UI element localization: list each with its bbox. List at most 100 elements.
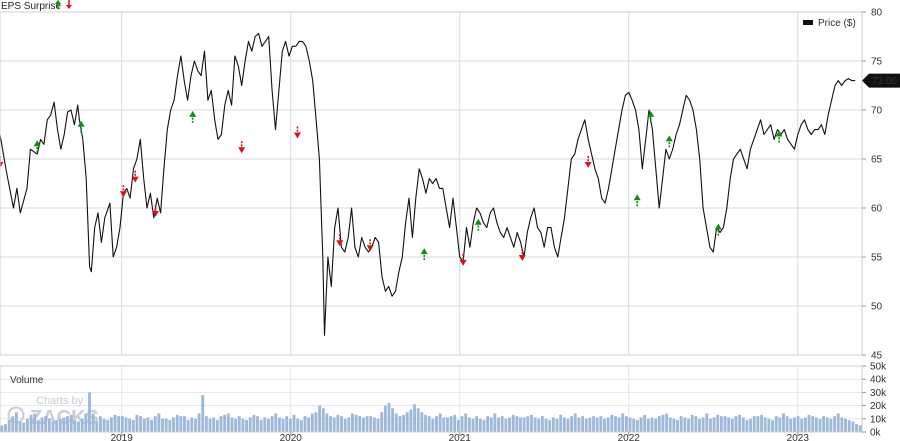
volume-bar: [818, 418, 822, 432]
volume-bar: [855, 424, 858, 432]
volume-bar: [73, 420, 77, 432]
volume-bar: [614, 416, 617, 432]
volume-bar: [259, 420, 263, 432]
volume-bar: [526, 416, 530, 432]
price-tick-label: 80: [871, 8, 883, 19]
volume-bar: [0, 425, 4, 432]
volume-bar: [164, 418, 168, 432]
volume-bar: [62, 417, 66, 432]
volume-bar: [4, 424, 7, 432]
volume-bar: [7, 420, 11, 432]
volume-bar: [595, 417, 599, 432]
volume-bar: [321, 408, 325, 432]
volume-bar: [778, 417, 782, 432]
volume-bar: [168, 420, 172, 432]
volume-bar: [383, 405, 387, 432]
eps-beat-up-arrow-icon: [775, 130, 783, 137]
eps-miss-down-arrow-icon: [293, 132, 301, 139]
volume-bar: [369, 416, 373, 432]
price-line: [0, 33, 856, 336]
volume-bar: [738, 414, 742, 432]
volume-bar: [343, 418, 347, 432]
volume-bar: [486, 416, 490, 432]
volume-bar: [69, 414, 73, 432]
eps-miss-down-arrow-icon: [151, 210, 159, 217]
volume-bar: [478, 418, 482, 432]
legend: Price ($): [803, 18, 856, 29]
volume-bar: [274, 413, 278, 432]
volume-bar: [581, 416, 585, 432]
volume-bar: [25, 418, 29, 432]
price-tick-label: 50: [871, 302, 883, 313]
volume-bar: [814, 417, 818, 432]
last-price-tag: 73.00: [862, 73, 900, 88]
volume-bar: [668, 417, 672, 432]
volume-bar: [117, 416, 121, 432]
volume-bar: [51, 421, 55, 432]
volume-bar: [632, 418, 636, 432]
volume-bar: [694, 416, 698, 432]
volume-bar: [58, 418, 62, 432]
volume-bar: [540, 416, 544, 432]
volume-bar: [471, 418, 475, 432]
volume-bar: [548, 420, 552, 432]
volume-bar: [493, 413, 497, 432]
eps-beat-up-arrow-icon: [33, 140, 41, 147]
volume-bar: [424, 414, 427, 432]
volume-bar: [33, 413, 37, 432]
eps-beat-up-arrow-icon: [714, 223, 722, 230]
volume-bar: [705, 413, 709, 432]
volume-bar: [592, 416, 595, 432]
eps-beat-up-arrow-icon: [633, 194, 641, 201]
volume-bar: [113, 414, 117, 432]
volume-bar: [427, 416, 431, 432]
volume-bar: [438, 413, 442, 432]
volume-bar: [749, 418, 753, 432]
volume-label: Volume: [10, 375, 44, 386]
volume-tick-label: 50k: [870, 362, 887, 373]
chart-title: EPS Surprise: [1, 1, 61, 12]
volume-bar: [212, 417, 216, 432]
volume-bar: [537, 418, 541, 432]
volume-bar: [394, 413, 398, 432]
volume-bar: [146, 417, 150, 432]
volume-bar: [66, 416, 69, 432]
volume-bar: [128, 418, 132, 432]
volume-bar: [131, 420, 135, 432]
volume-bar: [193, 418, 197, 432]
volume-bar: [303, 416, 307, 432]
volume-bar: [800, 418, 804, 432]
volume-bar: [354, 414, 358, 432]
volume-bar: [635, 420, 639, 432]
volume-bar: [84, 413, 88, 432]
eps-beat-up-arrow-icon: [420, 248, 428, 255]
volume-bar: [329, 416, 332, 432]
volume-bar: [643, 414, 647, 432]
volume-bar: [281, 418, 285, 432]
volume-bar: [566, 418, 570, 432]
volume-bar: [376, 418, 380, 432]
volume-bar: [215, 420, 219, 432]
volume-bar: [687, 418, 690, 432]
volume-bar: [522, 417, 526, 432]
volume-bar: [201, 395, 205, 432]
volume-bar: [844, 418, 847, 432]
volume-bar: [803, 417, 807, 432]
volume-bar: [387, 402, 391, 432]
volume-bar: [120, 416, 124, 432]
time-tick-label: 2020: [280, 433, 303, 441]
price-axis-ticks: 80 75 70 65 60 55 50 45: [862, 8, 883, 362]
volume-bar: [237, 416, 241, 432]
volume-bar: [172, 417, 175, 432]
volume-bar: [515, 416, 519, 432]
volume-bar: [310, 413, 314, 432]
volume-bar: [464, 413, 468, 432]
time-tick-label: 2023: [787, 433, 810, 441]
volume-bar: [135, 414, 139, 432]
volume-bar: [256, 416, 259, 432]
volume-bar: [690, 414, 694, 432]
volume-bar: [153, 416, 157, 432]
volume-axis-ticks: 50k 40k 30k 20k 10k 0k: [862, 362, 887, 439]
volume-bar: [847, 420, 851, 432]
